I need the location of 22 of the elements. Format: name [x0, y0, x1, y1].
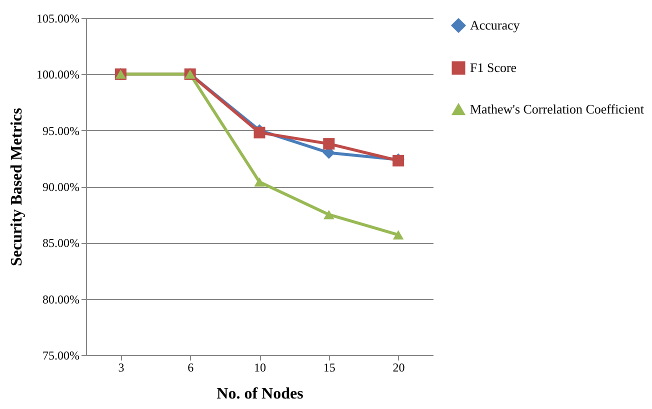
legend-label: Mathew's Correlation Coefficient — [470, 102, 644, 116]
legend-label: Accuracy — [470, 18, 520, 32]
y-tick-label: 75.00% — [42, 348, 80, 362]
y-tick-label: 85.00% — [42, 236, 80, 250]
point — [392, 230, 404, 240]
x-tick-label: 15 — [323, 360, 336, 374]
x-tick-label: 10 — [254, 360, 266, 374]
y-tick-label: 80.00% — [42, 292, 80, 306]
point — [324, 210, 334, 220]
point — [323, 138, 335, 150]
x-tick-label: 20 — [392, 360, 405, 374]
x-tick-label: 3 — [118, 360, 124, 374]
point — [254, 177, 265, 187]
legend-label: F1 Score — [470, 60, 517, 75]
y-tick-label: 95.00% — [42, 124, 80, 138]
x-tick-label: 6 — [188, 360, 194, 374]
y-axis-title: Security Based Metrics — [8, 108, 26, 266]
y-tick-label: 100.00% — [36, 68, 80, 82]
y-tick-label: 90.00% — [42, 180, 80, 194]
y-tick-label: 105.00% — [36, 12, 80, 26]
x-axis-title: No. of Nodes — [216, 386, 304, 402]
point — [254, 126, 266, 138]
